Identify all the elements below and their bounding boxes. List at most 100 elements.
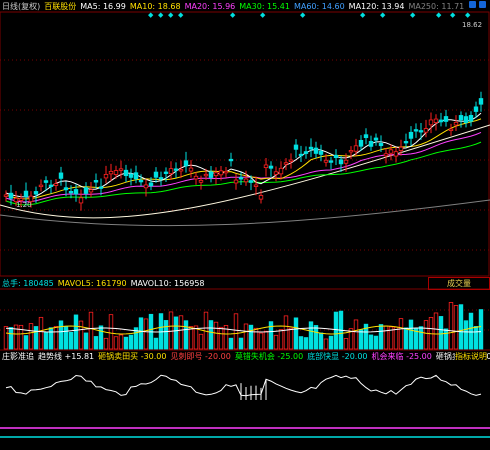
volume-bar bbox=[108, 314, 114, 350]
candle-body bbox=[143, 184, 149, 189]
volume-bar bbox=[453, 305, 459, 350]
candle-body bbox=[123, 169, 129, 177]
candle-body bbox=[243, 178, 249, 183]
volume-bar bbox=[68, 331, 74, 350]
volume-bar bbox=[368, 334, 374, 350]
signal-diamond: ◆ bbox=[168, 11, 174, 19]
volume-bar bbox=[278, 329, 284, 350]
volume-bar bbox=[468, 312, 474, 350]
period-label[interactable]: 日线(复权) bbox=[2, 2, 41, 11]
volume-bar bbox=[473, 326, 479, 350]
signal-diamond: ◆ bbox=[410, 11, 416, 19]
candle-body bbox=[438, 119, 444, 123]
candle-body bbox=[118, 168, 124, 171]
volume-bar bbox=[248, 324, 254, 350]
candle-body bbox=[263, 164, 269, 169]
volume-indicator-tab[interactable]: 成交量 bbox=[428, 277, 490, 290]
candle-body bbox=[338, 159, 344, 165]
volume-bar bbox=[268, 321, 274, 350]
volume-bar bbox=[43, 331, 49, 350]
candle-body bbox=[443, 116, 449, 122]
volume-bar bbox=[308, 321, 314, 350]
volume-bar bbox=[323, 338, 329, 350]
candle-body bbox=[383, 153, 389, 157]
volume-bar bbox=[118, 334, 124, 350]
candle-body bbox=[8, 192, 14, 199]
volume-bar bbox=[408, 319, 414, 350]
zoom-in-icon[interactable] bbox=[469, 1, 476, 8]
volume-bar bbox=[333, 311, 339, 350]
candle-body bbox=[98, 186, 104, 189]
candle-body bbox=[13, 197, 19, 203]
total-volume: 总手: 180485 bbox=[2, 279, 54, 288]
volume-bar bbox=[53, 325, 59, 350]
ma120-line bbox=[0, 124, 490, 219]
volume-bar bbox=[273, 334, 279, 350]
volume-bar bbox=[138, 317, 144, 350]
candle-body bbox=[73, 189, 79, 195]
signal-3-label: 莫错失机会 -25.00 bbox=[234, 352, 304, 361]
volume-bar bbox=[353, 319, 359, 350]
indicator-panel-header: 庄影准追 趋势线 +15.81 砸锅卖田买 -30.00 见刺即号 -20.00… bbox=[2, 351, 490, 362]
volume-bar bbox=[443, 328, 449, 350]
volume-bar bbox=[263, 330, 269, 350]
candle-body bbox=[458, 115, 464, 121]
volume-bar bbox=[478, 309, 484, 350]
candle-body bbox=[193, 175, 199, 180]
volume-bar bbox=[348, 328, 354, 350]
volume-bar bbox=[208, 320, 214, 350]
high-price-mark: 18.62 bbox=[462, 21, 483, 29]
candle-body bbox=[18, 198, 24, 201]
candle-body bbox=[363, 134, 369, 139]
volume-bar bbox=[228, 337, 234, 350]
mavol5-label: MAVOL5: 161790 bbox=[57, 279, 127, 288]
candle-body bbox=[103, 173, 109, 179]
candle-body bbox=[333, 154, 339, 159]
candle-body bbox=[188, 167, 194, 172]
volume-bar bbox=[78, 320, 84, 350]
volume-bar bbox=[303, 337, 309, 350]
candle-body bbox=[68, 190, 74, 194]
stock-name: 百联股份 bbox=[44, 2, 77, 11]
ma20-label: MA20: 15.96 bbox=[184, 2, 236, 11]
volume-bar bbox=[183, 320, 189, 350]
ma250-label: MA250: 11.71 bbox=[408, 2, 465, 11]
candle-body bbox=[88, 189, 94, 193]
volume-bar bbox=[313, 325, 319, 350]
mavol10-line bbox=[5, 327, 482, 333]
volume-bar bbox=[3, 326, 9, 350]
zoom-out-icon[interactable] bbox=[479, 1, 486, 8]
candle-body bbox=[213, 172, 219, 177]
candle-body bbox=[433, 118, 439, 123]
candle-body bbox=[423, 128, 429, 133]
indicator-help-button[interactable]: 指标说明 bbox=[455, 351, 487, 362]
volume-bar bbox=[163, 320, 169, 350]
candle-body bbox=[253, 184, 259, 187]
candle-body bbox=[48, 184, 54, 187]
candle-body bbox=[273, 171, 279, 175]
volume-bar bbox=[363, 323, 369, 350]
signal-diamond: ◆ bbox=[178, 11, 184, 19]
volume-bar bbox=[358, 329, 364, 350]
candle-body bbox=[108, 170, 114, 175]
ma10-label: MA10: 18.68 bbox=[129, 2, 181, 11]
candle-body bbox=[463, 116, 469, 123]
volume-bar bbox=[298, 336, 304, 350]
ma30-line bbox=[5, 141, 482, 206]
ma20-line bbox=[5, 131, 482, 203]
toolbar-icons bbox=[466, 1, 486, 8]
mavol5-line bbox=[5, 325, 482, 335]
candle-body bbox=[328, 160, 334, 163]
volume-bar bbox=[73, 314, 79, 350]
volume-bar bbox=[63, 326, 69, 350]
candle-body bbox=[323, 159, 329, 163]
volume-bar bbox=[393, 326, 399, 350]
signal-1-label: 砸锅卖田买 -30.00 bbox=[98, 352, 167, 361]
candle-body bbox=[358, 139, 364, 147]
candle-body bbox=[33, 191, 39, 195]
candle-body bbox=[388, 149, 394, 154]
candle-body bbox=[113, 170, 119, 175]
candle-body bbox=[198, 179, 204, 183]
